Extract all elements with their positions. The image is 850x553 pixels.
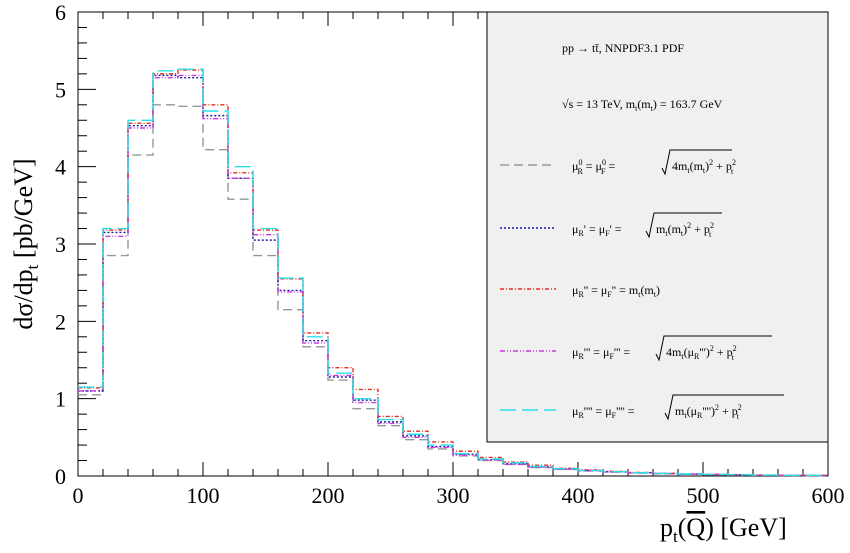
- series-line-4: [78, 68, 828, 477]
- series-layer: [78, 68, 828, 477]
- legend-entry-3: μR''' = μF''' = 4mt(μR''')2 + p2 t: [572, 335, 772, 362]
- y-tick-label: 2: [55, 309, 66, 334]
- y-tick-label: 3: [55, 232, 66, 257]
- legend-entry-1: μR' = μF' = mt(mt)2 + p2 t: [572, 212, 722, 239]
- x-tick-label: 200: [312, 483, 345, 508]
- svg-text:μR'''' = μF'''' =: μR'''' = μF'''' =: [572, 404, 635, 420]
- svg-text:μR'' = μF'' = mt(mt): μR'' = μF'' = mt(mt): [572, 283, 660, 299]
- axis-tick-labels: 0 100 200 300 400 500 600 0 1 2 3 4 5 6: [55, 0, 845, 508]
- svg-text:dσ/dpt [pb/GeV]: dσ/dpt [pb/GeV]: [9, 158, 42, 329]
- x-tick-label: 600: [812, 483, 845, 508]
- x-tick-label: 100: [187, 483, 220, 508]
- y-axis-title: dσ/dpt [pb/GeV]: [9, 158, 42, 329]
- svg-text:μ0R = μ0F =: μ0 R = μ0 F =: [572, 158, 615, 176]
- legend-entry-4: μR'''' = μF'''' = mt(μR'''')2 + p2 t: [572, 394, 784, 421]
- y-tick-label: 4: [55, 155, 66, 180]
- y-tick-label: 1: [55, 387, 66, 412]
- x-tick-label: 500: [687, 483, 720, 508]
- svg-text:mt(mt)2 + p2t: mt(mt)2 + p2 t: [656, 221, 714, 239]
- x-axis-title: pt(Q) [GeV]: [660, 513, 787, 546]
- y-tick-label: 6: [55, 0, 66, 25]
- x-tick-label: 300: [437, 483, 470, 508]
- svg-text:μR''' = μF''' =: μR''' = μF''' =: [572, 345, 630, 361]
- svg-text:pt(Q) [GeV]: pt(Q) [GeV]: [660, 513, 787, 546]
- annotation-energy: √s = 13 TeV, mt(mt) = 163.7 GeV: [562, 97, 723, 113]
- x-tick-label: 400: [562, 483, 595, 508]
- y-tick-label: 5: [55, 77, 66, 102]
- x-tick-label: 0: [73, 483, 84, 508]
- svg-text:mt(μR'''')2 + p2t: mt(μR'''')2 + p2 t: [675, 403, 742, 421]
- svg-text:μR' = μF' =: μR' = μF' =: [572, 222, 622, 238]
- svg-text:4mt(μR''')2 + p2t: 4mt(μR''')2 + p2 t: [666, 344, 737, 362]
- legend-samples: [500, 164, 556, 411]
- legend-entry-2: μR'' = μF'' = mt(mt): [572, 283, 660, 299]
- legend-box: [486, 11, 829, 443]
- annotation-process: pp → tt̄, NNPDF3.1 PDF: [562, 41, 684, 55]
- y-tick-label: 0: [55, 464, 66, 489]
